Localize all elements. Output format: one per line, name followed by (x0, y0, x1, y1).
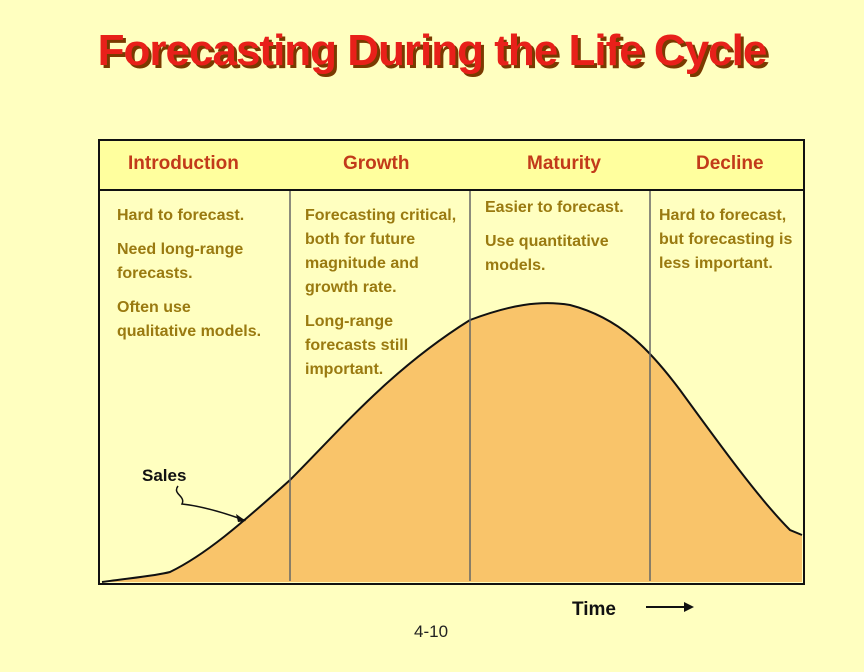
note-text: Long-range forecasts still important. (305, 313, 409, 378)
note-text: Forecasting critical, both for future ma… (305, 207, 457, 296)
note-text: Easier to forecast. (485, 199, 624, 216)
note-text: Use quantitative models. (485, 233, 609, 274)
note-text: Hard to forecast. (117, 207, 245, 224)
maturity-notes: Easier to forecast. Use quantitative mod… (485, 196, 635, 288)
stage-label-decline: Decline (696, 153, 764, 174)
growth-notes: Forecasting critical, both for future ma… (305, 204, 460, 392)
sales-label: Sales (142, 466, 187, 485)
sales-pointer-head (236, 514, 246, 522)
introduction-notes: Hard to forecast. Need long-range foreca… (117, 204, 267, 354)
stage-label-maturity: Maturity (527, 153, 601, 174)
sales-curve-area (102, 303, 802, 582)
note-text: Hard to forecast, but forecasting is les… (659, 207, 793, 272)
slide-title: Forecasting During the Life Cycle (97, 26, 768, 75)
note-text: Need long-range forecasts. (117, 241, 244, 282)
page-number: 4-10 (414, 622, 449, 641)
time-axis-label: Time (572, 599, 617, 620)
note-text: Often use qualitative models. (117, 299, 262, 340)
stage-label-introduction: Introduction (128, 153, 239, 174)
decline-notes: Hard to forecast, but forecasting is les… (659, 204, 804, 286)
sales-pointer (175, 485, 245, 521)
stage-label-growth: Growth (343, 153, 410, 174)
stage-header-band (100, 141, 803, 191)
chart-frame (98, 139, 805, 585)
time-arrow-head (684, 602, 694, 612)
